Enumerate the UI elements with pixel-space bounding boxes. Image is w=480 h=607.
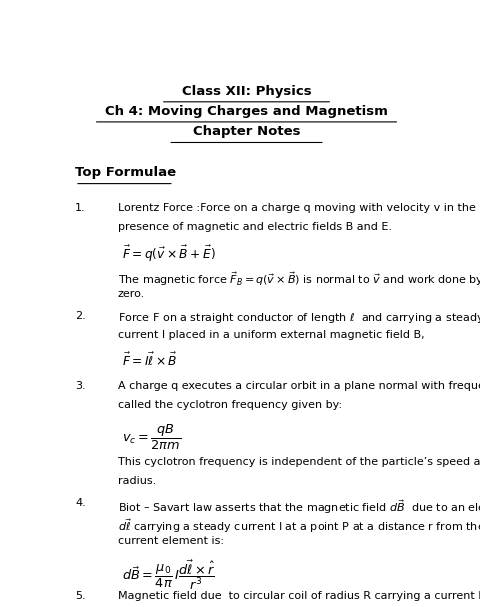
Text: $\vec{F} = q(\vec{v}\times\vec{B} + \vec{E})$: $\vec{F} = q(\vec{v}\times\vec{B} + \vec… (121, 244, 215, 264)
Text: current element is:: current element is: (118, 536, 223, 546)
Text: radius.: radius. (118, 476, 156, 486)
Text: current I placed in a uniform external magnetic field B,: current I placed in a uniform external m… (118, 330, 424, 340)
Text: $\vec{F} = I\vec{\ell}\times\vec{B}$: $\vec{F} = I\vec{\ell}\times\vec{B}$ (121, 352, 177, 369)
Text: 4.: 4. (75, 498, 85, 508)
Text: $v_c = \dfrac{qB}{2\pi m}$: $v_c = \dfrac{qB}{2\pi m}$ (121, 423, 180, 452)
Text: 1.: 1. (75, 203, 85, 213)
Text: Biot – Savart law asserts that the magnetic field $d\vec{B}$  due to an element: Biot – Savart law asserts that the magne… (118, 498, 480, 515)
Text: Force F on a straight conductor of length $\ell$  and carrying a steady: Force F on a straight conductor of lengt… (118, 311, 480, 325)
Text: $d\vec{\ell}$ carrying a steady current I at a point P at a distance r from the: $d\vec{\ell}$ carrying a steady current … (118, 517, 480, 535)
Text: The magnetic force $\vec{F}_B = q(\vec{v}\times\vec{B})$ is normal to $\vec{v}$ : The magnetic force $\vec{F}_B = q(\vec{v… (118, 270, 480, 288)
Text: Magnetic field due  to circular coil of radius R carrying a current I at an: Magnetic field due to circular coil of r… (118, 591, 480, 601)
Text: Ch 4: Moving Charges and Magnetism: Ch 4: Moving Charges and Magnetism (105, 104, 387, 118)
Text: Top Formulae: Top Formulae (75, 166, 176, 179)
Text: presence of magnetic and electric fields B and E.: presence of magnetic and electric fields… (118, 222, 391, 232)
Text: Chapter Notes: Chapter Notes (192, 125, 300, 138)
Text: called the cyclotron frequency given by:: called the cyclotron frequency given by: (118, 400, 341, 410)
Text: 5.: 5. (75, 591, 85, 601)
Text: $d\vec{B} = \dfrac{\mu_0}{4\pi}\,I\dfrac{d\vec{\ell}\times\hat{r}}{r^3}$: $d\vec{B} = \dfrac{\mu_0}{4\pi}\,I\dfrac… (121, 558, 215, 592)
Text: A charge q executes a circular orbit in a plane normal with frequency: A charge q executes a circular orbit in … (118, 381, 480, 391)
Text: This cyclotron frequency is independent of the particle’s speed and: This cyclotron frequency is independent … (118, 456, 480, 467)
Text: Class XII: Physics: Class XII: Physics (181, 84, 311, 98)
Text: 2.: 2. (75, 311, 85, 321)
Text: Lorentz Force :Force on a charge q moving with velocity v in the: Lorentz Force :Force on a charge q movin… (118, 203, 475, 213)
Text: 3.: 3. (75, 381, 85, 391)
Text: zero.: zero. (118, 289, 145, 299)
